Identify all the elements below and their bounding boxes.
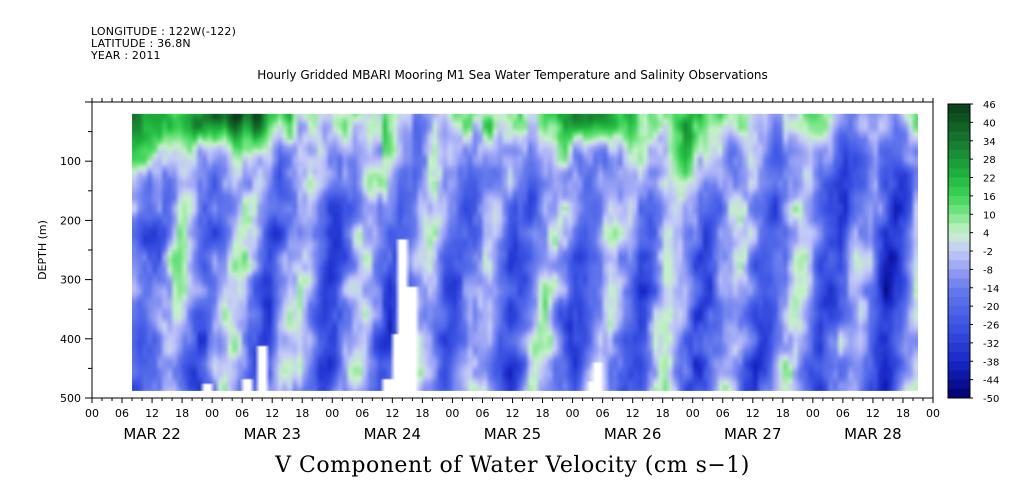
x-tick-label: 12 [746,407,760,420]
colorbar-swatch [948,379,970,390]
x-tick-label: 00 [325,407,339,420]
x-tick-label: 06 [836,407,850,420]
colorbar-swatch [948,149,970,160]
y-tick-label: 200 [60,214,81,227]
colorbar-swatch [948,269,970,280]
x-day-label: MAR 24 [364,425,421,443]
x-tick-label: 06 [716,407,730,420]
colorbar-tick-label: 10 [983,210,996,221]
colorbar-swatch [948,388,970,399]
x-tick-label: 06 [596,407,610,420]
y-tick-label: 300 [60,274,81,287]
colorbar-swatch [948,177,970,188]
longitude-label: LONGITUDE : 122W(-122) [91,25,237,38]
colorbar-swatch [948,232,970,243]
colorbar-tick-label: 22 [983,174,996,185]
colorbar-swatch [948,342,970,353]
x-day-label: MAR 27 [724,425,781,443]
colorbar-tick-label: 34 [983,137,996,148]
colorbar-tick-label: 16 [983,192,996,203]
x-tick-label: 00 [85,407,99,420]
y-axis-label: DEPTH (m) [36,220,49,280]
colorbar-swatch [948,241,970,252]
y-tick-label: 500 [60,392,81,405]
x-tick-label: 00 [205,407,219,420]
x-tick-label: 18 [175,407,189,420]
colorbar-swatch [948,361,970,371]
colorbar-swatch [948,333,970,344]
colorbar-tick-label: -14 [983,284,999,295]
colorbar-swatch [948,370,970,381]
colorbar-swatch [948,260,970,270]
x-tick-label: 00 [566,407,580,420]
x-tick-label: 18 [536,407,550,420]
x-tick-label: 06 [115,407,129,420]
x-tick-label: 00 [806,407,820,420]
colorbar-swatch [948,140,970,151]
colorbar-tick-label: -20 [983,302,999,313]
y-tick-label: 400 [60,333,81,346]
colorbar-tick-label: -8 [983,265,993,276]
colorbar-tick-label: 46 [983,100,996,111]
colorbar-swatch [948,352,970,362]
x-tick-label: 18 [656,407,670,420]
colorbar-swatch [948,122,970,133]
colorbar-swatch [948,113,970,123]
colorbar-swatch [948,186,970,197]
x-tick-label: 18 [295,407,309,420]
colorbar-swatch [948,296,970,307]
colorbar-swatch [948,315,970,325]
year-label: YEAR : 2011 [91,49,161,62]
colorbar-tick-label: -38 [983,357,999,368]
x-tick-label: 06 [355,407,369,420]
colorbar-tick-label: -32 [983,339,999,350]
x-tick-label: 00 [445,407,459,420]
x-day-label: MAR 28 [844,425,901,443]
x-tick-label: 18 [776,407,790,420]
colorbar-tick-label: 28 [983,155,996,166]
colorbar-swatch [948,159,970,169]
x-tick-label: 12 [626,407,640,420]
x-day-label: MAR 23 [243,425,300,443]
chart-xlabel: V Component of Water Velocity (cm s−1) [275,453,750,478]
x-tick-label: 12 [866,407,880,420]
colorbar-tick-label: -50 [983,394,999,405]
colorbar-swatch [948,223,970,234]
x-tick-label: 12 [385,407,399,420]
x-tick-label: 06 [235,407,249,420]
velocity-heatmap [132,113,918,391]
x-tick-label: 18 [896,407,910,420]
colorbar-swatch [948,104,970,114]
x-tick-label: 12 [145,407,159,420]
x-tick-label: 00 [686,407,700,420]
colorbar-swatch [948,168,970,178]
colorbar-swatch [948,214,970,224]
colorbar-swatch [948,195,970,206]
colorbar-swatch [948,324,970,335]
x-tick-label: 12 [265,407,279,420]
colorbar-swatch [948,205,970,215]
colorbar-tick-label: 4 [983,229,989,240]
colorbar-tick-label: -26 [983,321,999,332]
colorbar-swatch [948,287,970,298]
colorbar-tick-label: -44 [983,376,999,387]
x-tick-label: 12 [506,407,520,420]
colorbar-tick-label: 40 [983,118,996,129]
colorbar-swatch [948,251,970,261]
x-day-label: MAR 22 [123,425,180,443]
x-day-label: MAR 26 [604,425,661,443]
x-tick-label: 18 [415,407,429,420]
y-tick-label: 100 [60,155,81,168]
latitude-label: LATITUDE : 36.8N [91,37,191,50]
colorbar-swatch [948,306,970,316]
colorbar-swatch [948,278,970,289]
x-tick-label: 00 [926,407,940,420]
x-day-label: MAR 25 [484,425,541,443]
colorbar-tick-label: -2 [983,247,993,258]
x-tick-label: 06 [475,407,489,420]
colorbar-swatch [948,131,970,142]
chart-title: Hourly Gridded MBARI Mooring M1 Sea Wate… [257,68,768,82]
